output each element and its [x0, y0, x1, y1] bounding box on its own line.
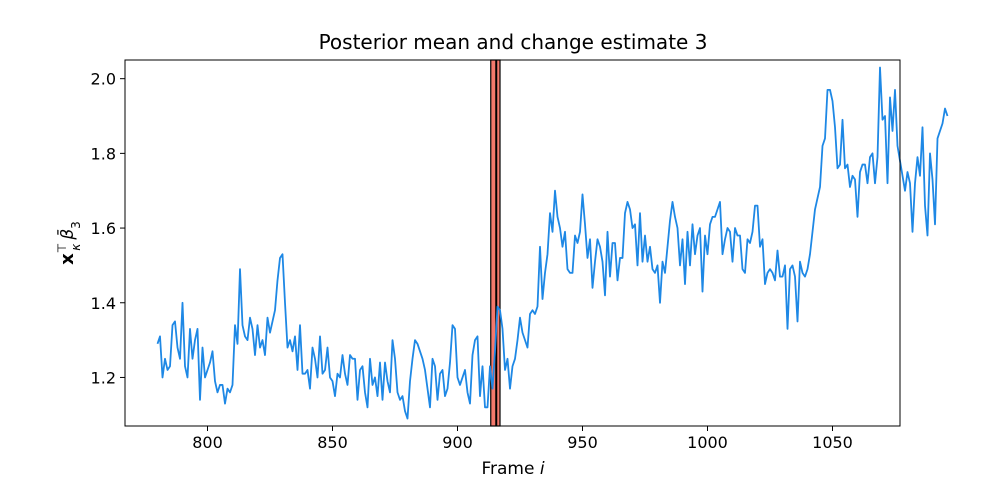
y-axis-label-sub: κ [69, 243, 83, 251]
y-tick-label: 1.8 [91, 144, 116, 163]
y-axis-label-beta: β̄ [56, 229, 78, 241]
y-axis-label-x: x [57, 253, 78, 265]
x-tick-label: 950 [567, 433, 598, 452]
plot-area [156, 59, 949, 427]
y-axis: 1.2 1.4 1.6 1.8 2.0 [91, 70, 125, 387]
x-tick-label: 1050 [812, 433, 853, 452]
y-axis-label-sup: ⊤ [55, 243, 69, 253]
series-line [156, 66, 949, 420]
chart-title: Posterior mean and change estimate 3 [319, 30, 708, 54]
x-axis-label: Frame i [481, 459, 544, 479]
x-tick-label: 800 [192, 433, 223, 452]
y-axis-label-beta-sub: 3 [69, 221, 83, 229]
y-tick-label: 2.0 [91, 70, 116, 89]
x-tick-label: 1000 [687, 433, 728, 452]
y-tick-label: 1.2 [91, 368, 116, 387]
y-axis-label: x⊤κ β̄3 [55, 221, 83, 265]
x-axis: 800 850 900 950 1000 1050 [192, 426, 853, 452]
y-tick-label: 1.4 [91, 294, 116, 313]
x-tick-label: 900 [442, 433, 473, 452]
x-axis-label-var: i [540, 459, 545, 479]
x-axis-label-text: Frame [481, 459, 539, 479]
x-tick-label: 850 [317, 433, 348, 452]
plot-frame [124, 59, 901, 427]
y-tick-label: 1.6 [91, 219, 116, 238]
